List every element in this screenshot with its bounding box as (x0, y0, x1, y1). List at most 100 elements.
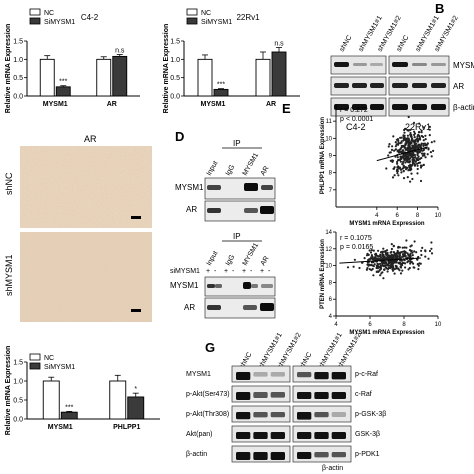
data-point (430, 252, 434, 255)
data-point (403, 128, 406, 132)
data-point (367, 264, 370, 267)
data-point (410, 249, 413, 252)
data-point (403, 246, 406, 249)
data-point (393, 174, 396, 177)
x-tick-label: 6 (396, 213, 400, 219)
blot-band (297, 432, 312, 439)
data-point (407, 149, 410, 152)
data-point (389, 159, 392, 162)
x-tick-label: 8 (402, 322, 406, 328)
blot-band (270, 452, 285, 460)
bar (127, 396, 145, 420)
data-point (410, 244, 413, 247)
data-point (397, 142, 400, 145)
bar (197, 58, 213, 97)
data-point (405, 140, 408, 143)
blot-band (392, 83, 408, 88)
blot-band (334, 62, 349, 67)
data-point (390, 243, 393, 246)
data-point (374, 252, 377, 255)
data-point (409, 252, 412, 255)
coip-lane-label: IgG (225, 164, 237, 177)
data-point (402, 166, 405, 169)
bar (39, 58, 55, 97)
data-point (413, 136, 416, 139)
data-point (407, 115, 410, 119)
data-point (425, 143, 429, 146)
data-point (392, 266, 395, 269)
y-axis-label: PHLPP1 mRNA Expression (320, 117, 326, 194)
data-point (395, 265, 398, 268)
data-point (424, 156, 427, 159)
data-point (397, 261, 400, 264)
data-point (409, 131, 412, 135)
blot-band (261, 185, 273, 190)
data-point (405, 239, 408, 242)
blot-band (236, 392, 251, 400)
data-point (414, 144, 417, 147)
significance-label: n.s (274, 41, 284, 48)
x-axis-label: MYSM1 mRNA Expression (349, 221, 424, 227)
data-point (387, 145, 390, 148)
blot-band (412, 104, 427, 110)
data-point (407, 137, 410, 140)
data-point (383, 268, 386, 271)
blot-row-label: β-actin (322, 465, 343, 472)
data-point (366, 267, 369, 270)
blot-band (236, 372, 251, 380)
coip-row-label: AR (186, 205, 197, 214)
coip-lane-label: MYSM1 (242, 152, 261, 177)
data-point (390, 260, 393, 263)
data-point (418, 144, 421, 147)
blot-row-label: p-Akt(Thr308) (186, 411, 229, 418)
blot-band (243, 305, 257, 310)
y-tick-label: 4 (329, 314, 333, 320)
sirna-sign: - (268, 268, 271, 275)
data-point (396, 251, 399, 254)
data-point (368, 249, 371, 252)
y-tick-label: 6 (329, 297, 333, 303)
data-point (420, 134, 423, 138)
blot-row-label: MYSM1 (186, 371, 211, 378)
data-point (379, 274, 382, 277)
panel-letter-e: E (282, 101, 291, 116)
blot-row-label: p-Akt(Ser473) (186, 391, 230, 398)
data-point (413, 250, 416, 253)
data-point (426, 153, 429, 156)
data-point (407, 169, 410, 172)
data-point (388, 143, 391, 146)
blot-row-label: p-GSK-3β (355, 411, 386, 418)
data-point (420, 129, 423, 132)
data-point (409, 254, 412, 257)
legend-label: SiMYSM1 (44, 364, 75, 371)
coip-lane-label: AR (260, 165, 271, 177)
data-point (402, 255, 405, 258)
y-axis-label: Relative mRNA Expression (5, 346, 12, 436)
data-point (395, 259, 398, 262)
data-point (396, 162, 399, 165)
y-tick-label: 9 (329, 154, 333, 160)
blot-band (331, 392, 346, 399)
data-point (402, 165, 405, 168)
data-point (393, 272, 396, 275)
data-point (394, 267, 397, 270)
y-tick-label: 1.5 (13, 360, 23, 367)
data-point (429, 151, 432, 154)
data-point (363, 257, 366, 260)
data-point (404, 262, 407, 265)
blot-band (270, 372, 285, 377)
data-point (397, 139, 400, 143)
data-point (396, 159, 400, 162)
blot-band (244, 183, 258, 191)
y-tick-label: 1.5 (170, 39, 180, 46)
data-point (403, 131, 406, 134)
data-point (407, 147, 410, 150)
panel-c-ihc: AR shNC shMYSM1 (4, 134, 152, 322)
data-point (399, 256, 402, 259)
blot-band (236, 452, 251, 460)
data-point (399, 142, 402, 145)
blot-band (236, 412, 251, 420)
blot-band (314, 452, 329, 458)
data-point (397, 174, 400, 177)
